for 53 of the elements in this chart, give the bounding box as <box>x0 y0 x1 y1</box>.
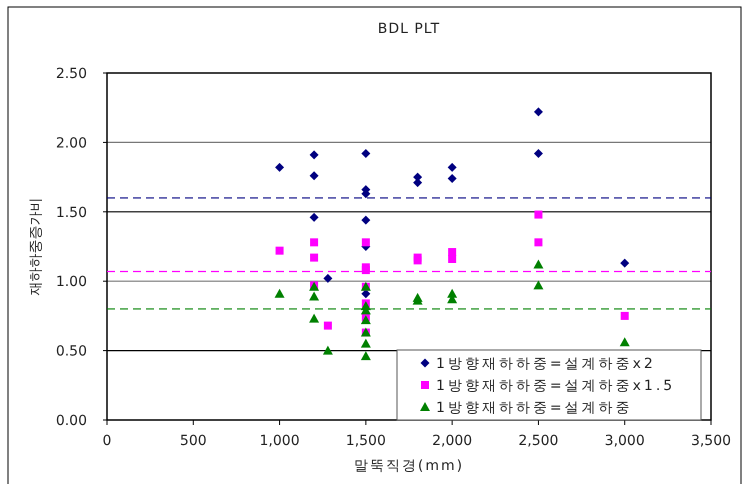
point <box>309 291 320 300</box>
legend-label: 1방향재하하중=설계하중x2 <box>436 356 656 372</box>
point <box>448 254 456 263</box>
x-tick-label: 1,000 <box>260 433 300 449</box>
point <box>324 322 332 330</box>
point <box>620 312 629 320</box>
legend-label: 1방향재하하중=설계하중 <box>436 400 633 416</box>
point <box>533 260 544 269</box>
x-tick-label: 0 <box>102 433 112 449</box>
x-tick-label: 3,000 <box>604 433 645 449</box>
point <box>309 314 320 323</box>
y-axis-title: 재하하중증가비 <box>28 198 44 296</box>
point <box>620 258 630 268</box>
point <box>361 216 370 225</box>
point <box>534 238 542 246</box>
point <box>534 149 543 158</box>
point <box>360 351 371 360</box>
point <box>310 150 319 160</box>
point <box>362 266 370 274</box>
y-tick-label: 0.50 <box>56 344 87 360</box>
x-tick-label: 2,500 <box>518 433 558 449</box>
point <box>275 162 284 172</box>
point <box>534 107 543 116</box>
point <box>310 171 319 180</box>
y-tick-label: 0.00 <box>56 413 87 429</box>
point <box>620 337 630 346</box>
x-tick-label: 2,000 <box>432 433 472 449</box>
point <box>322 346 333 355</box>
chart-title: BDL PLT <box>378 21 440 37</box>
point <box>310 238 318 246</box>
point <box>360 338 371 348</box>
point <box>310 254 318 262</box>
point <box>533 280 544 290</box>
point <box>276 246 284 255</box>
legend-label: 1방향재하하중=설계하중x1.5 <box>436 378 676 394</box>
point <box>360 315 371 324</box>
x-axis-title: 말뚝직경(mm) <box>354 458 464 474</box>
y-tick-label: 1.50 <box>56 204 87 221</box>
point <box>323 274 332 283</box>
point <box>274 288 285 298</box>
y-tick-label: 1.00 <box>56 274 87 290</box>
y-tick-label: 2.00 <box>56 135 87 152</box>
point <box>414 256 422 264</box>
point <box>310 212 319 222</box>
point <box>362 238 370 246</box>
point <box>534 210 542 219</box>
y-tick-label: 2.50 <box>56 66 87 82</box>
x-tick-label: 3,500 <box>690 433 732 449</box>
point <box>448 174 457 183</box>
x-tick-label: 500 <box>180 433 207 449</box>
point <box>361 149 370 158</box>
x-tick-label: 1,500 <box>346 433 386 449</box>
point <box>448 162 457 172</box>
